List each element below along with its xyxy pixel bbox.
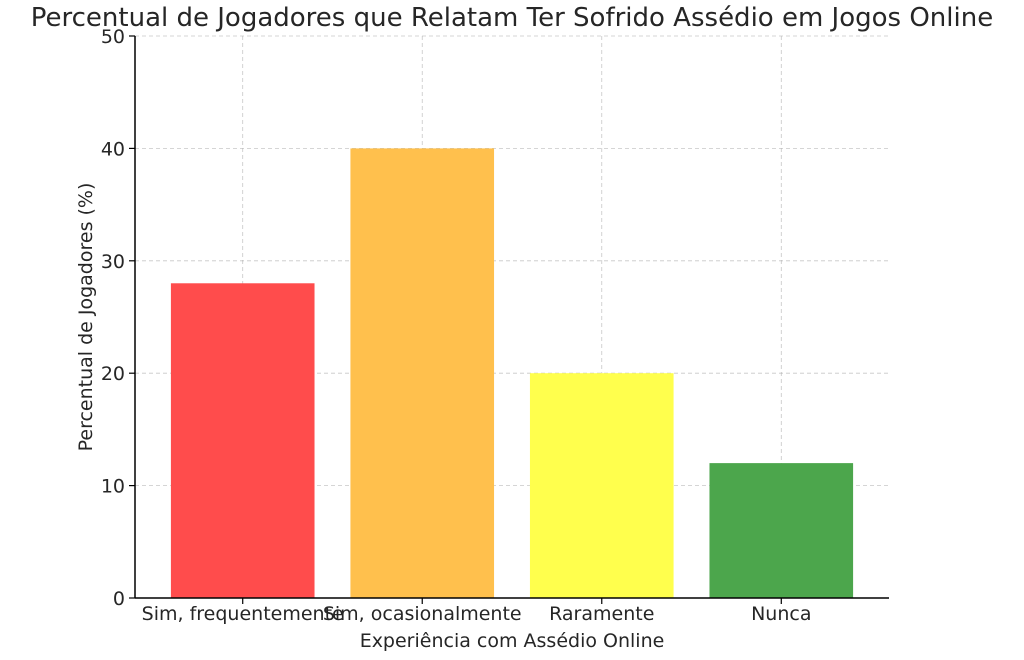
y-tick-label: 50 [101,26,125,48]
bar [350,148,495,598]
x-tick-label: Sim, ocasionalmente [323,603,522,625]
y-tick-label: 0 [113,588,125,610]
x-tick-label: Nunca [751,603,811,625]
x-tick-label: Sim, frequentemente [142,603,344,625]
y-tick-label: 40 [101,138,125,160]
x-axis-label: Experiência com Assédio Online [360,630,665,652]
y-tick-label: 10 [101,476,125,498]
axes [134,36,889,599]
bar [170,283,315,598]
y-axis-label: Percentual de Jogadores (%) [75,183,97,452]
y-ticks: 0 10 20 30 40 50 [101,26,135,610]
y-tick-label: 30 [101,251,125,273]
y-tick-label: 20 [101,363,125,385]
bar [709,463,854,598]
bars [170,148,854,598]
x-tick-label: Raramente [549,603,654,625]
chart-title: Percentual de Jogadores que Relatam Ter … [31,3,993,33]
bar [529,373,674,598]
